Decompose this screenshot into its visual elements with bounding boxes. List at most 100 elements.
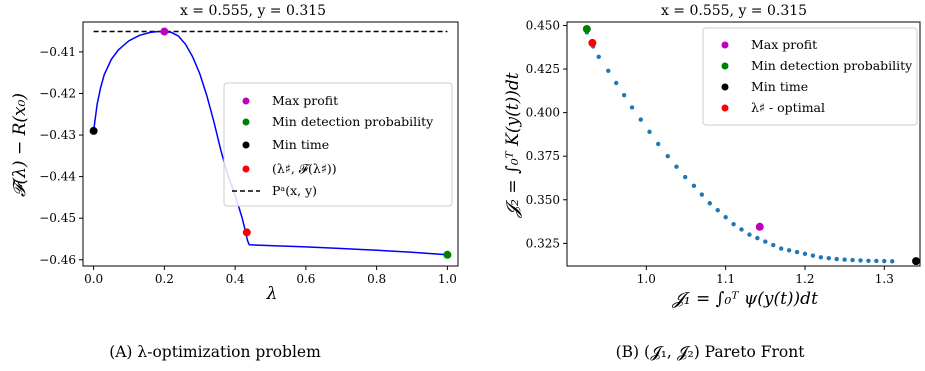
panel-b-pareto-point [810,253,816,258]
panel-b-pareto-point [834,256,839,262]
legend-a-min-time-marker [242,141,250,149]
panel-a-caption: (A) λ-optimization problem [109,343,321,361]
legend-b-max-profit: Max profit [751,37,817,52]
panel-b-pareto-point [731,221,736,227]
panel-b: x = 0.555, y = 0.315 1.0 1.1 1.2 1.3 0.450 0.… [503,3,921,361]
panel-b-axes-frame [566,21,921,267]
panel-b-pareto-point [778,246,784,251]
panel-b-caption: (B) (𝓙₁, 𝓙₂) Pareto Front [616,343,806,361]
panel-a-xtick-label: 0.6 [296,272,315,286]
legend-a-lambda-sharp-marker [242,165,250,173]
panel-b-xtick-label: 1.3 [875,272,894,286]
panel-b-ytick-label: 0.400 [526,106,560,120]
panel-a-xtick-label: 0.8 [367,272,386,286]
panel-b-pareto-point [771,242,776,248]
panel-a-curve [92,30,448,256]
panel-b-pareto-point [682,174,688,180]
panel-b-pareto-point [755,235,760,241]
legend-a-min-detection-marker [242,118,250,126]
panel-b-pareto-point [665,154,670,159]
panel-a-point-min-detection-probability [443,250,452,259]
panel-b-point-min-detection-probability [582,24,591,33]
panel-a-xtick-label: 0.4 [226,272,245,286]
legend-a-pa: Pᵃ(x, y) [272,183,317,198]
panel-b-pareto-point [606,68,611,74]
legend-b-max-profit-marker [721,41,729,49]
panel-b-pareto-point [786,248,792,253]
panel-b-pareto-point [647,129,652,134]
panel-a-point- [242,228,251,237]
panel-b-pareto-point [629,105,635,110]
panel-b-pareto-point [850,257,855,263]
legend-b-min-time-marker [721,83,729,91]
panel-b-pareto-point [858,258,863,263]
panel-b-pareto-point [874,258,879,264]
panel-b-legend: Max profit Min detection probability Min… [702,27,918,126]
panel-b-ytick-label: 0.450 [526,18,560,32]
panel-b-pareto-point [763,239,768,244]
legend-b-min-detection-marker [721,62,729,70]
panel-a-ylabel: 𝓕(λ) − R(x₀) [10,93,30,197]
panel-b-pareto-point [890,259,895,264]
panel-b-pareto-point [715,208,720,213]
panel-b-pareto-point [826,255,831,261]
panel-b-legend-box [702,27,918,126]
panel-b-pareto-point [596,54,601,60]
panel-a-xtick-label: 0.0 [84,272,103,286]
legend-a-min-time: Min time [272,137,329,152]
panel-b-pareto-point [691,183,697,189]
panel-a: x = 0.555, y = 0.315 0.0 0.2 0.4 0.6 0.8 1.0 −… [10,3,459,361]
legend-b-lambda-optimal-marker [721,104,729,112]
panel-a-xtick-label: 0.2 [155,272,174,286]
legend-b-min-time: Min time [751,79,808,94]
legend-a-max-profit: Max profit [272,93,338,108]
legend-a-min-detection: Min detection probability [272,114,434,129]
panel-b-xlabel: 𝓙₁ = ∫₀ᵀ ψ(y(t))dt [671,289,818,309]
panel-a-point-max-profit [160,27,169,36]
panel-a-ytick-label: −0.46 [39,253,76,267]
panel-b-pareto-point [842,257,847,262]
panel-b-pareto-point [818,255,824,260]
panel-a-ytick-label: −0.42 [39,86,76,100]
panel-b-point-optimal [588,38,597,47]
panel-b-xtick-label: 1.0 [637,272,656,286]
legend-b-min-detection: Min detection probability [751,58,913,73]
panel-b-pareto-point [747,232,752,237]
panel-b-pareto-point [674,164,679,169]
panel-b-xtick-label: 1.1 [716,272,735,286]
panel-b-ytick-label: 0.375 [526,149,560,163]
panel-a-ytick-label: −0.44 [39,170,76,184]
panel-b-pareto-point [638,117,643,122]
panel-b-ytick-label: 0.350 [526,193,560,207]
panel-b-pareto-point [882,258,887,264]
panel-a-xlabel: λ [266,284,278,304]
panel-a-legend: Max profit Min detection probability Min… [223,82,453,207]
panel-b-pareto-point [656,141,661,147]
panel-a-point-min-time [89,126,98,135]
panel-b-ytick-label: 0.425 [526,62,560,76]
panel-a-ytick-label: −0.45 [39,211,76,225]
panel-b-pareto-point [621,93,627,98]
panel-b-pareto-point [707,201,712,206]
panel-b-title: x = 0.555, y = 0.315 [661,3,807,19]
panel-a-title: x = 0.555, y = 0.315 [180,3,326,19]
panel-b-pareto-point [699,192,705,197]
panel-b-point-min-time [912,257,921,266]
panel-b-marks: 1.0 1.1 1.2 1.3 0.450 0.425 0.400 0.375 0.350 0.3… [526,18,921,286]
panel-b-ylabel: 𝓙₂ = ∫₀ᵀ K(y(t))dt [503,72,523,218]
panel-a-xtick-label: 1.0 [438,272,457,286]
panel-a-axes-frame [82,21,459,267]
panel-b-pareto-point [866,258,871,263]
panel-a-marks: 0.0 0.2 0.4 0.6 0.8 1.0 −0.41 −0.42 −0.43 −0.44 −0… [39,27,457,286]
panel-b-xtick-label: 1.2 [795,272,814,286]
panel-b-pareto-point [794,249,800,255]
panel-b-pareto-point [613,80,619,86]
panel-b-point-max-profit [755,222,764,231]
panel-b-pareto-point [802,251,808,256]
panel-a-legend-box [223,82,453,207]
legend-a-max-profit-marker [242,97,250,105]
panel-b-pareto-point [723,215,728,220]
panel-a-ytick-label: −0.43 [39,128,76,142]
panel-b-ytick-label: 0.325 [526,236,560,250]
